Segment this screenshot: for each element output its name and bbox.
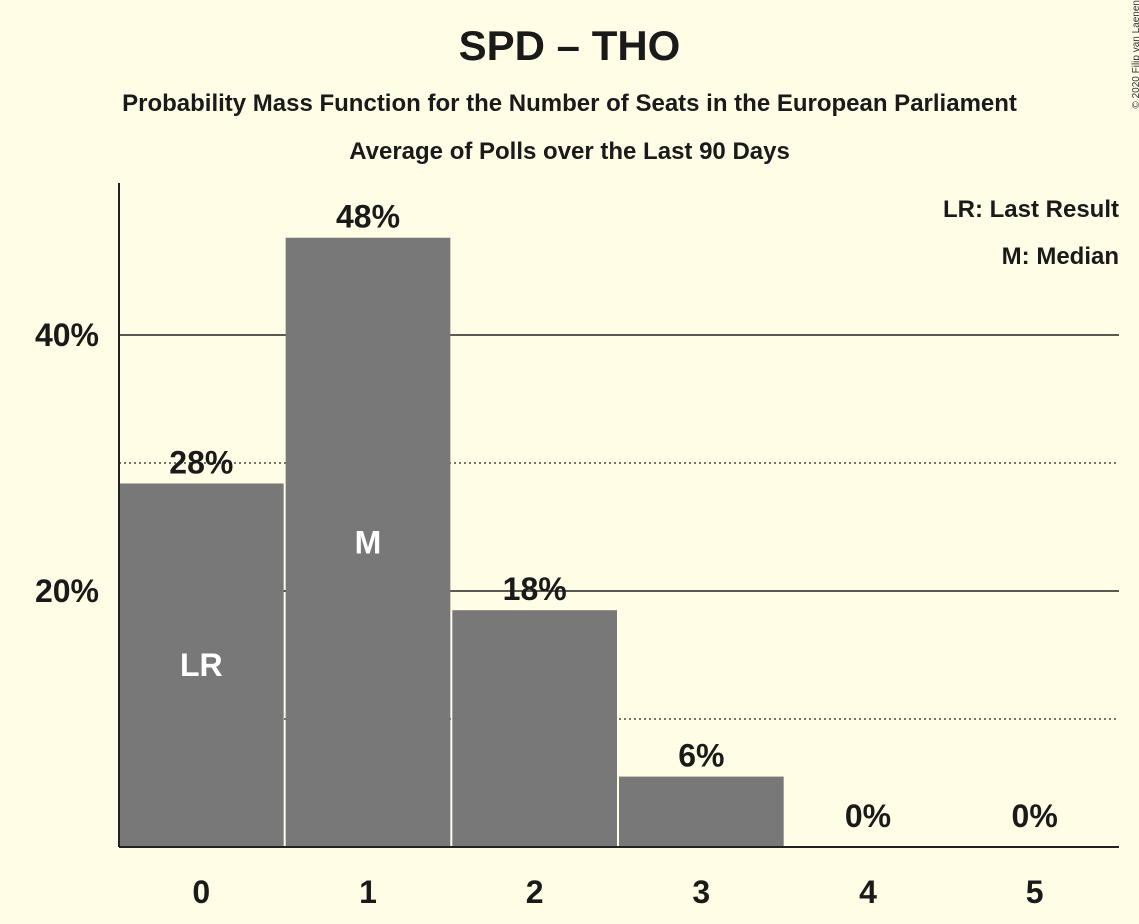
value-label: 48% — [336, 199, 400, 235]
x-tick-label: 0 — [192, 874, 210, 910]
y-tick-label: 40% — [35, 317, 99, 353]
chart-legend: LR: Last Result M: Median — [943, 186, 1119, 280]
chart-subtitle: Probability Mass Function for the Number… — [122, 90, 1017, 117]
chart-subtitle-secondary: Average of Polls over the Last 90 Days — [349, 138, 790, 165]
x-tick-label: 3 — [692, 874, 710, 910]
value-label: 18% — [503, 571, 567, 607]
bar-1 — [285, 237, 451, 848]
value-label: 28% — [169, 444, 233, 480]
y-tick-label: 20% — [35, 573, 99, 609]
bar-annotation-lr: LR — [180, 647, 223, 683]
x-tick-label: 4 — [859, 874, 877, 910]
value-label: 0% — [1012, 798, 1058, 834]
legend-last-result: LR: Last Result — [942, 196, 1119, 223]
bar-3 — [619, 776, 784, 847]
value-label: 6% — [678, 738, 724, 774]
x-tick-label: 5 — [1026, 874, 1044, 910]
value-label: 0% — [845, 798, 891, 834]
bar-2 — [452, 610, 617, 847]
bar-0 — [119, 483, 284, 847]
x-tick-label: 1 — [359, 874, 377, 910]
x-tick-label: 2 — [526, 874, 544, 910]
bar-annotation-m: M — [355, 524, 382, 560]
legend-median: M: Median — [1001, 243, 1119, 270]
chart-title: SPD – THO — [458, 22, 681, 69]
